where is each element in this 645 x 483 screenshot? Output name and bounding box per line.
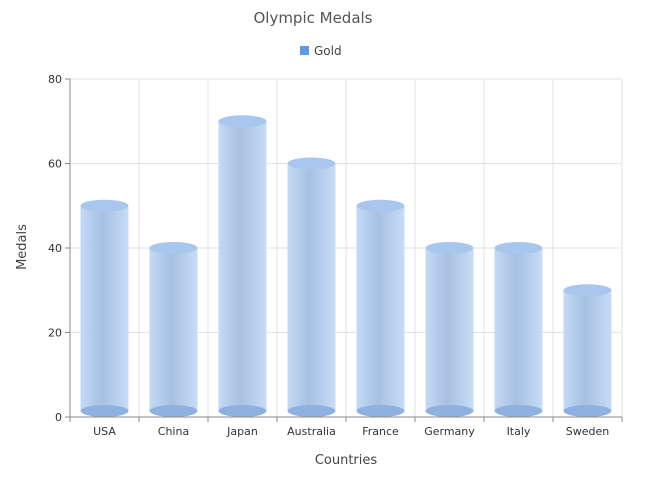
bar-australia xyxy=(287,157,336,417)
bar-body xyxy=(218,121,267,411)
bar-base xyxy=(149,405,198,417)
x-tick-label: Sweden xyxy=(566,425,609,438)
bar-cap xyxy=(563,284,612,297)
bars xyxy=(80,115,612,417)
bar-usa xyxy=(80,199,129,417)
bar-sweden xyxy=(563,284,612,417)
y-axis-title: Medals xyxy=(15,224,30,270)
bar-france xyxy=(356,199,405,417)
bar-base xyxy=(356,405,405,417)
bar-body xyxy=(80,205,129,411)
bar-cap xyxy=(494,242,543,254)
legend-swatch-gold xyxy=(300,46,309,55)
bar-base xyxy=(425,405,474,417)
y-tick-label: 20 xyxy=(48,327,62,340)
x-tick-labels: USA China Japan Australia France Germany Italy… xyxy=(93,425,609,438)
y-tick-label: 80 xyxy=(48,73,62,86)
bar-italy xyxy=(494,242,543,417)
bar-cap xyxy=(287,157,336,170)
axes xyxy=(65,78,623,422)
x-axis-title: Countries xyxy=(315,453,378,468)
x-tick-label: France xyxy=(362,425,399,438)
x-tick-label: Germany xyxy=(424,425,475,438)
bar-cap xyxy=(356,199,405,212)
x-tick-label: China xyxy=(158,425,189,438)
bar-body xyxy=(494,248,543,411)
y-tick-label: 40 xyxy=(48,242,62,255)
bar-cap xyxy=(218,115,267,128)
bar-base xyxy=(563,405,612,417)
y-tick-label: 60 xyxy=(48,158,62,171)
y-tick-labels: 0 20 40 60 80 xyxy=(48,73,62,424)
bar-body xyxy=(425,248,474,411)
bar-body xyxy=(149,248,198,411)
x-tick-label: Italy xyxy=(507,425,531,438)
bar-body xyxy=(287,163,336,411)
bar-japan xyxy=(218,115,267,417)
x-tick-label: USA xyxy=(93,425,116,438)
chart-title: Olympic Medals xyxy=(253,9,372,27)
bar-body xyxy=(356,205,405,411)
x-tick-label: Japan xyxy=(226,425,258,438)
bar-cap xyxy=(80,199,129,212)
bar-china xyxy=(149,242,198,417)
y-tick-label: 0 xyxy=(55,411,62,424)
bar-base xyxy=(218,405,267,417)
bar-cap xyxy=(149,242,198,254)
legend[interactable]: Gold xyxy=(300,44,342,58)
bar-cap xyxy=(425,242,474,254)
x-tick-label: Australia xyxy=(287,425,336,438)
legend-label-gold: Gold xyxy=(314,44,342,58)
bar-body xyxy=(563,290,612,411)
bar-base xyxy=(80,405,129,417)
bar-base xyxy=(287,405,336,417)
bar-germany xyxy=(425,242,474,417)
bar-base xyxy=(494,405,543,417)
